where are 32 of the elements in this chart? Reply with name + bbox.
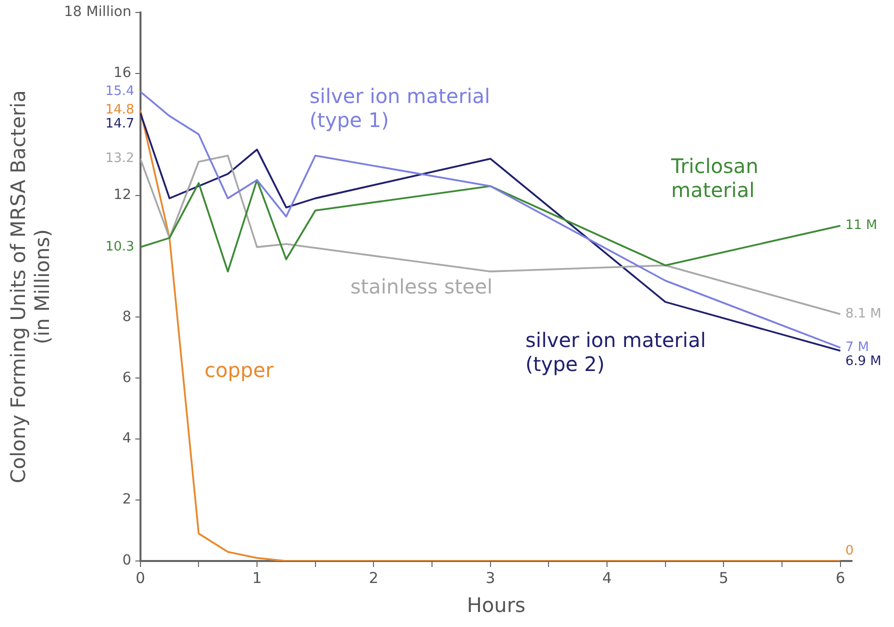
x-tick-label: 6 — [836, 568, 846, 587]
series-label: copper — [204, 358, 274, 382]
y-tick-label: 6 — [122, 370, 132, 386]
x-tick-label: 5 — [718, 568, 728, 587]
data-label: 11 M — [845, 218, 878, 234]
data-label: 7 M — [845, 340, 869, 356]
y-tick-label: 0 — [122, 552, 132, 569]
series-label: silver ion material (type 1) — [310, 84, 490, 132]
x-tick-label: 3 — [486, 568, 496, 587]
data-label: 13.2 — [105, 151, 134, 166]
series-label: stainless steel — [350, 274, 493, 298]
series-label: silver ion material (type 2) — [525, 328, 706, 376]
y-tick-label: 8 — [122, 308, 132, 325]
y-tick-label: 4 — [122, 430, 132, 447]
data-label: 15.4 — [105, 84, 134, 100]
data-label: 0 — [845, 543, 854, 558]
data-label: 10.3 — [105, 239, 134, 254]
data-label: 6.9 M — [845, 354, 882, 370]
data-label: 8.1 M — [845, 306, 882, 322]
x-tick-label: 4 — [602, 568, 612, 587]
data-label: 14.8 — [105, 102, 134, 118]
y-tick-label: 18 Million — [64, 4, 132, 20]
x-tick-label: 2 — [368, 568, 378, 587]
y-tick-label: 16 — [114, 64, 132, 81]
y-axis-title: Colony Forming Units of MRSA Bacteria (in Millions) — [6, 90, 54, 484]
x-axis-title: Hours — [466, 593, 526, 618]
x-tick-label: 1 — [252, 568, 262, 587]
x-tick-label: 0 — [136, 568, 146, 587]
text: Triclosan material — [670, 154, 758, 202]
y-tick-label: 2 — [122, 492, 132, 508]
data-label: 14.7 — [105, 116, 134, 132]
y-tick-label: 12 — [114, 186, 132, 203]
